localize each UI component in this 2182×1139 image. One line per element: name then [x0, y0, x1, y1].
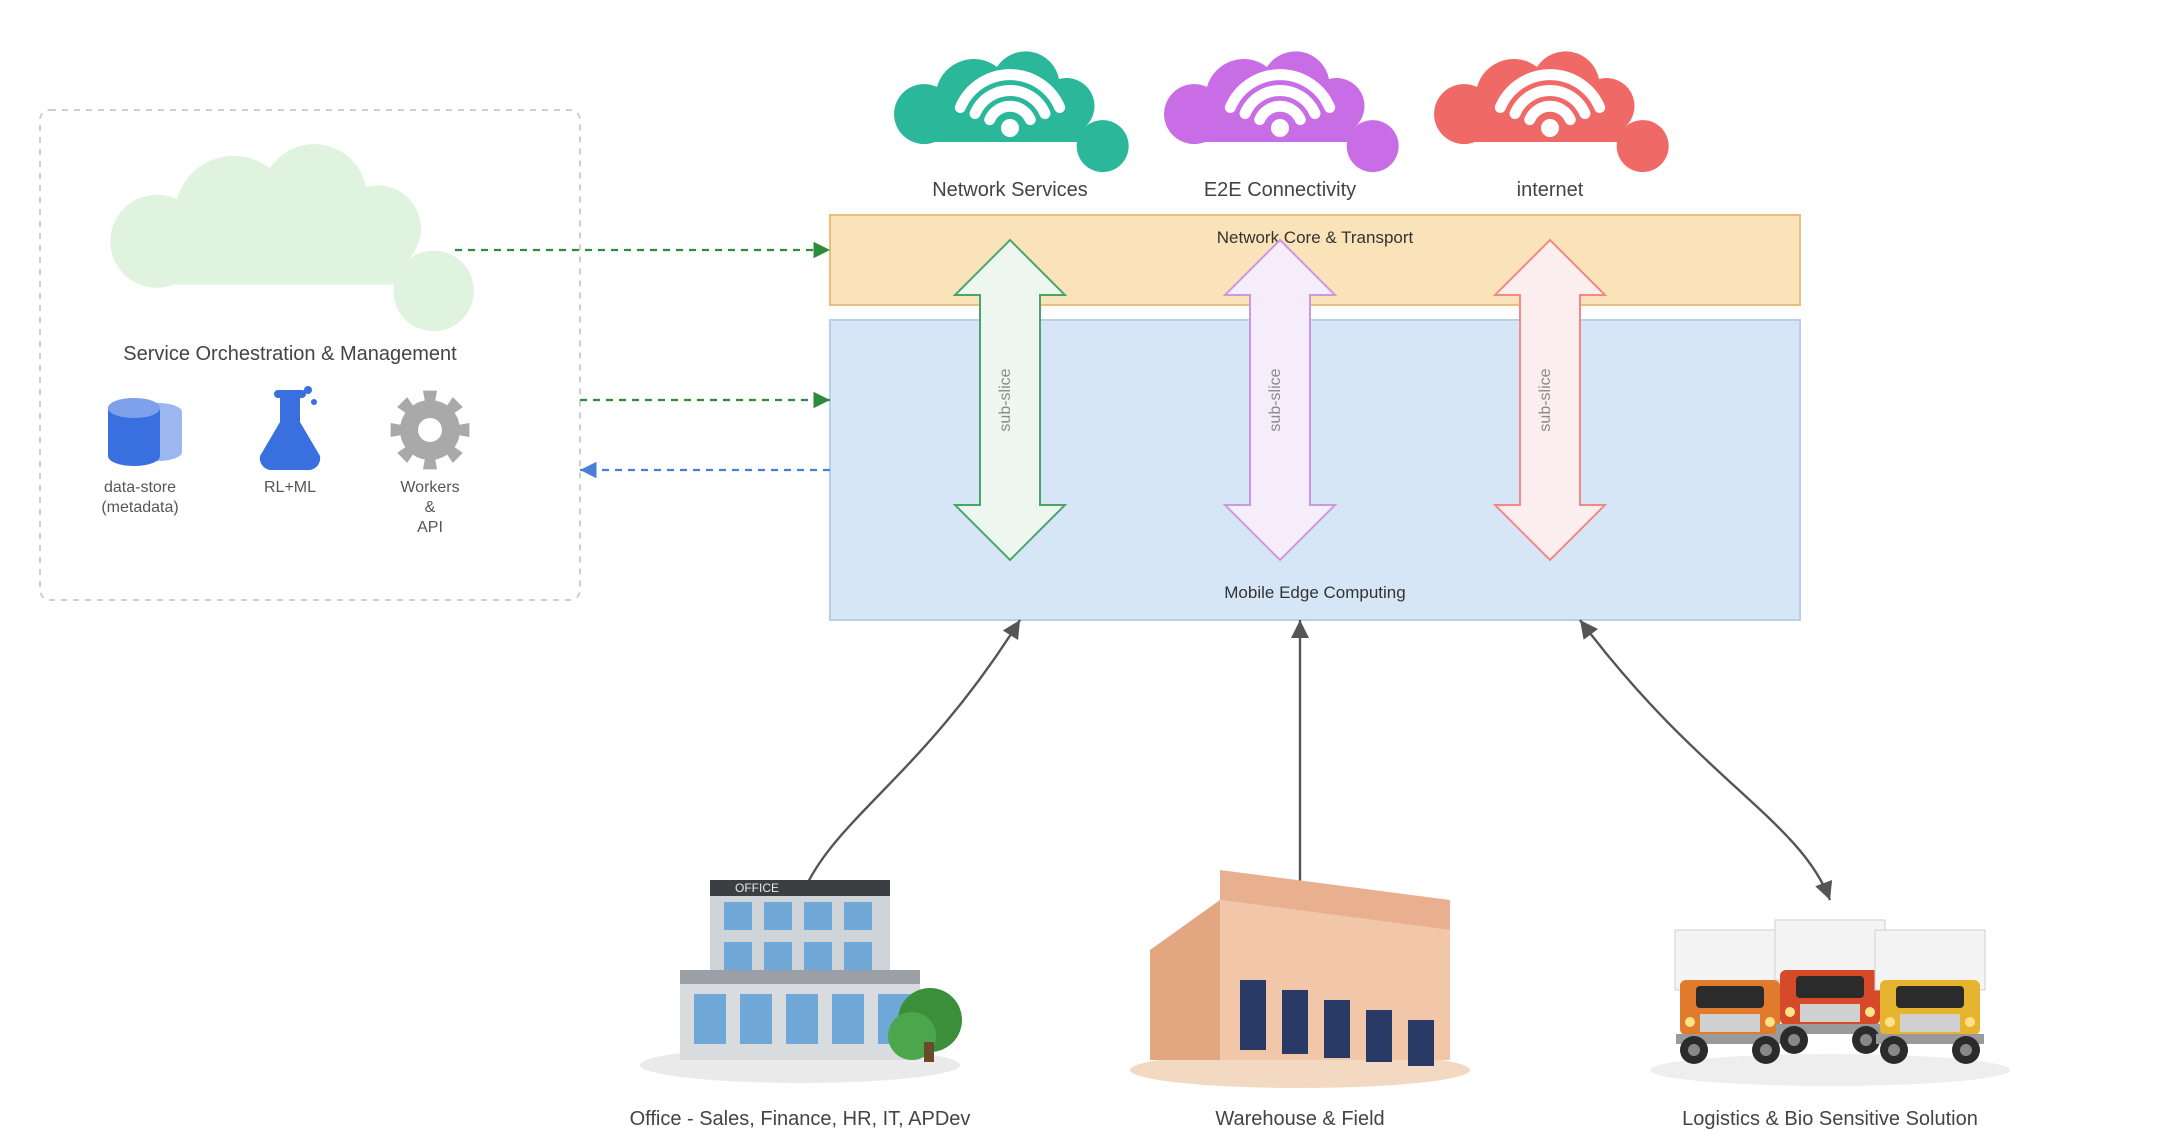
sub-slice-label: sub-slice — [1537, 368, 1554, 431]
workers-label: API — [417, 519, 443, 536]
svg-text:OFFICE: OFFICE — [735, 881, 779, 895]
workers-label: Workers — [400, 479, 459, 496]
site-connector-line — [1580, 620, 1830, 900]
core-panel-label: Network Core & Transport — [1217, 228, 1414, 247]
logistics-icon — [1650, 920, 2010, 1086]
datastore-label: (metadata) — [101, 499, 178, 516]
cloud-network-services-label: Network Services — [932, 179, 1088, 201]
orchestration-title: Service Orchestration & Management — [123, 343, 457, 365]
datastore-icon — [108, 398, 182, 466]
workers-label: & — [425, 499, 436, 516]
site-connector-line — [800, 620, 1020, 900]
logistics-label: Logistics & Bio Sensitive Solution — [1682, 1108, 1978, 1130]
datastore-label: data-store — [104, 479, 176, 496]
rlml-label: RL+ML — [264, 479, 316, 496]
office-icon: OFFICE — [640, 880, 962, 1083]
sub-slice-label: sub-slice — [1267, 368, 1284, 431]
edge-panel-label: Mobile Edge Computing — [1224, 583, 1405, 602]
flask-icon — [260, 386, 320, 470]
warehouse-icon — [1130, 870, 1470, 1088]
gear-icon — [391, 391, 470, 470]
cloud-e2e-connectivity-icon — [1164, 51, 1399, 172]
mobile-edge-panel — [830, 320, 1800, 620]
warehouse-label: Warehouse & Field — [1215, 1108, 1384, 1130]
cloud-network-services-icon — [894, 51, 1129, 172]
office-label: Office - Sales, Finance, HR, IT, APDev — [630, 1108, 971, 1130]
sub-slice-label: sub-slice — [997, 368, 1014, 431]
cloud-internet-icon — [1434, 51, 1669, 172]
cloud-internet-label: internet — [1517, 179, 1584, 201]
orchestration-cloud-icon — [110, 144, 474, 331]
cloud-e2e-connectivity-label: E2E Connectivity — [1204, 179, 1356, 201]
